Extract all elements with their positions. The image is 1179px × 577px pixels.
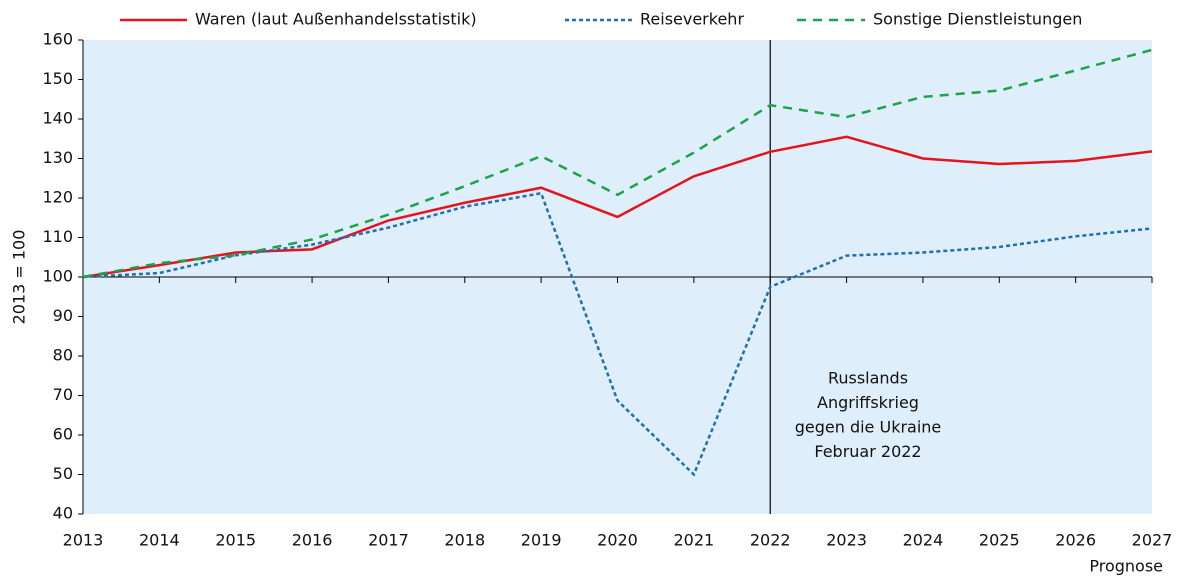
x-tick-label: 2017 [368, 531, 409, 550]
y-tick-label: 100 [42, 267, 73, 286]
x-tick-label: 2020 [597, 531, 638, 550]
legend-label: Reiseverkehr [640, 10, 744, 29]
y-tick-label: 110 [42, 227, 73, 246]
y-tick-label: 60 [53, 425, 73, 444]
x-tick-label: 2018 [444, 531, 485, 550]
y-tick-label: 70 [53, 385, 73, 404]
x-tick-label: 2019 [521, 531, 562, 550]
x-tick-label: 2027 [1132, 531, 1173, 550]
x-tick-label: 2022 [750, 531, 791, 550]
x-tick-label: 2024 [903, 531, 944, 550]
y-tick-label: 130 [42, 148, 73, 167]
y-tick-label: 80 [53, 346, 73, 365]
x-tick-label: 2021 [673, 531, 714, 550]
x-tick-label: 2014 [139, 531, 180, 550]
y-tick-label: 40 [53, 504, 73, 523]
x-tick-label: 2013 [63, 531, 104, 550]
x-note: Prognose [1089, 557, 1163, 576]
x-tick-label: 2025 [979, 531, 1020, 550]
legend-label: Waren (laut Außenhandelsstatistik) [195, 10, 477, 29]
y-axis-label: 2013 = 100 [10, 230, 29, 325]
annotation: Februar 2022 [814, 442, 921, 461]
series-line [82, 48, 1153, 279]
y-tick-label: 120 [42, 188, 73, 207]
series-line [82, 135, 1153, 279]
annotation: gegen die Ukraine [795, 418, 942, 437]
legend-label: Sonstige Dienstleistungen [873, 10, 1082, 29]
series-line [82, 191, 1153, 477]
x-tick-label: 2023 [826, 531, 867, 550]
y-tick-label: 140 [42, 109, 73, 128]
y-tick-label: 160 [42, 30, 73, 49]
y-tick-label: 90 [53, 306, 73, 325]
x-tick-label: 2026 [1055, 531, 1096, 550]
y-tick-label: 50 [53, 464, 73, 483]
annotation: Angriffskrieg [817, 393, 919, 412]
y-tick-label: 150 [42, 69, 73, 88]
annotation: Russlands [828, 369, 908, 388]
x-tick-label: 2015 [215, 531, 256, 550]
x-tick-label: 2016 [292, 531, 333, 550]
